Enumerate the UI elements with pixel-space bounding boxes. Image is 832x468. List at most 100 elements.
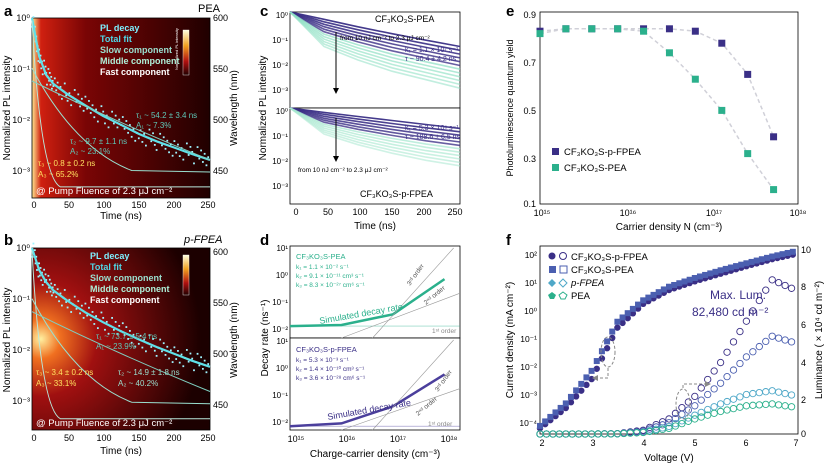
- luminance-point: [742, 353, 751, 361]
- current-point: [707, 270, 714, 277]
- f-legend-pea-ref: PEA: [571, 291, 591, 302]
- pl-decay-point: [77, 300, 80, 303]
- pl-decay-point: [203, 359, 206, 362]
- panel-a-heatmap: [32, 18, 210, 198]
- panel-f-legend: CF₃KO₃S-p-FPEA CF₃KO₃S-PEA p-FPEA PEA: [548, 252, 649, 302]
- pl-decay-point: [161, 350, 163, 353]
- f-y2tick: 8: [801, 282, 806, 292]
- f-xtick: 7: [793, 438, 798, 448]
- pl-decay-point: [125, 326, 128, 328]
- current-point: [572, 393, 580, 400]
- a-ann-fast: τ₃ ~ 0.8 ± 0.2 ns: [38, 159, 95, 168]
- a-y2tick: 500: [213, 115, 228, 125]
- luminance-point: [762, 286, 770, 294]
- current-point: [691, 275, 698, 282]
- d-top-k2: k₂ = 9.1 × 10⁻¹¹ cm³ s⁻¹: [296, 273, 365, 280]
- pl-decay-point: [38, 48, 41, 51]
- a-xtick: 50: [64, 200, 74, 210]
- plqy-point: [665, 49, 673, 57]
- luminance-point: [697, 408, 705, 417]
- panel-e-letter: e: [506, 3, 514, 20]
- e-ytick: 0.9: [523, 10, 536, 20]
- third-order-line: [372, 247, 454, 339]
- luminance-point: [691, 402, 699, 410]
- luminance-point: [691, 415, 699, 423]
- current-point: [789, 248, 796, 255]
- a-ann-slow: τ₁ ~ 54.2 ± 3.4 ns: [136, 111, 197, 120]
- pl-decay-point: [95, 108, 97, 111]
- panel-a-curves: [30, 15, 211, 188]
- current-point: [557, 404, 564, 411]
- legend-total-fit: Total fit: [90, 262, 122, 272]
- pl-decay-point: [152, 132, 154, 135]
- pl-decay-point: [196, 352, 199, 355]
- luminance-point: [749, 348, 757, 356]
- pl-decay-point: [169, 349, 172, 352]
- current-point: [655, 289, 662, 296]
- pl-decay-point: [37, 275, 40, 278]
- pl-decay-point: [82, 109, 85, 112]
- luminance-point: [775, 279, 783, 287]
- current-point: [645, 294, 652, 301]
- pl-decay-point: [100, 105, 103, 108]
- c-xtick: 100: [352, 207, 367, 217]
- f-xtick: 2: [539, 438, 544, 448]
- panel-c-xticks: 0 50 100 150 200 250: [293, 207, 462, 217]
- luminance-point: [665, 424, 673, 433]
- pl-decay-point: [139, 334, 142, 337]
- panel-b-frame: [31, 247, 211, 431]
- current-point: [758, 256, 765, 263]
- c-xtick: 50: [323, 207, 333, 217]
- pl-decay-point: [51, 286, 54, 289]
- panel-f-yticks: 10² 10¹ 10⁰ 10⁻¹ 10⁻² 10⁻³ 10⁻⁴: [519, 250, 537, 428]
- pl-decay-point: [130, 341, 133, 344]
- pl-decay-point: [129, 124, 131, 126]
- current-point: [567, 399, 575, 406]
- c-decay-curve: [289, 107, 461, 164]
- luminance-point: [671, 422, 680, 430]
- current-point: [676, 280, 683, 287]
- pl-decay-point: [53, 77, 56, 80]
- luminance-point: [787, 403, 796, 411]
- plqy-point: [718, 106, 726, 114]
- pl-decay-point: [107, 126, 110, 129]
- b-ann-mid: τ₂ ~ 14.9 ± 1.8 ns: [118, 368, 180, 377]
- e-xtick: 10¹⁵: [534, 208, 551, 218]
- current-point: [748, 258, 755, 265]
- pl-decay-point: [52, 85, 55, 87]
- pl-decay-point: [201, 161, 204, 163]
- plqy-point: [588, 25, 596, 33]
- pl-decay-point: [143, 338, 146, 341]
- b-xtick: 50: [64, 433, 74, 443]
- luminance-point: [678, 420, 686, 428]
- current-point: [753, 257, 760, 264]
- panel-d-xlabel: Charge-carrier density (cm⁻³): [310, 449, 440, 460]
- pl-decay-point: [118, 118, 121, 121]
- current-point: [593, 365, 600, 372]
- c-ytick: 10⁰: [276, 11, 288, 20]
- pl-decay-point: [36, 269, 38, 271]
- pl-decay-point: [32, 242, 35, 245]
- e-ytick: 0.3: [523, 154, 536, 164]
- pl-decay-point: [191, 151, 194, 153]
- pl-decay-point: [104, 328, 106, 331]
- pl-decay-point: [88, 306, 90, 309]
- f-y2tick: 0: [801, 429, 806, 439]
- current-point: [598, 348, 605, 355]
- pl-decay-point: [84, 302, 87, 305]
- b-y2tick: 600: [213, 247, 228, 257]
- panel-c-top-k: k₁ = 1.1 × 10⁷ s⁻¹: [405, 47, 459, 54]
- pl-decay-point: [50, 282, 53, 285]
- pl-decay-point: [36, 50, 38, 53]
- luminance-point: [762, 337, 770, 346]
- pl-decay-point: [86, 107, 89, 110]
- a-ytick: 10⁰: [16, 13, 30, 23]
- panel-e-marks: [536, 25, 778, 194]
- c-decay-curve: [289, 11, 461, 63]
- pl-decay-point: [73, 295, 76, 298]
- c-ytick: 10⁻²: [272, 61, 288, 70]
- panel-b-colorbar: [182, 254, 190, 296]
- current-point: [583, 381, 590, 389]
- pl-decay-point: [180, 353, 183, 356]
- pl-decay-point: [198, 157, 201, 160]
